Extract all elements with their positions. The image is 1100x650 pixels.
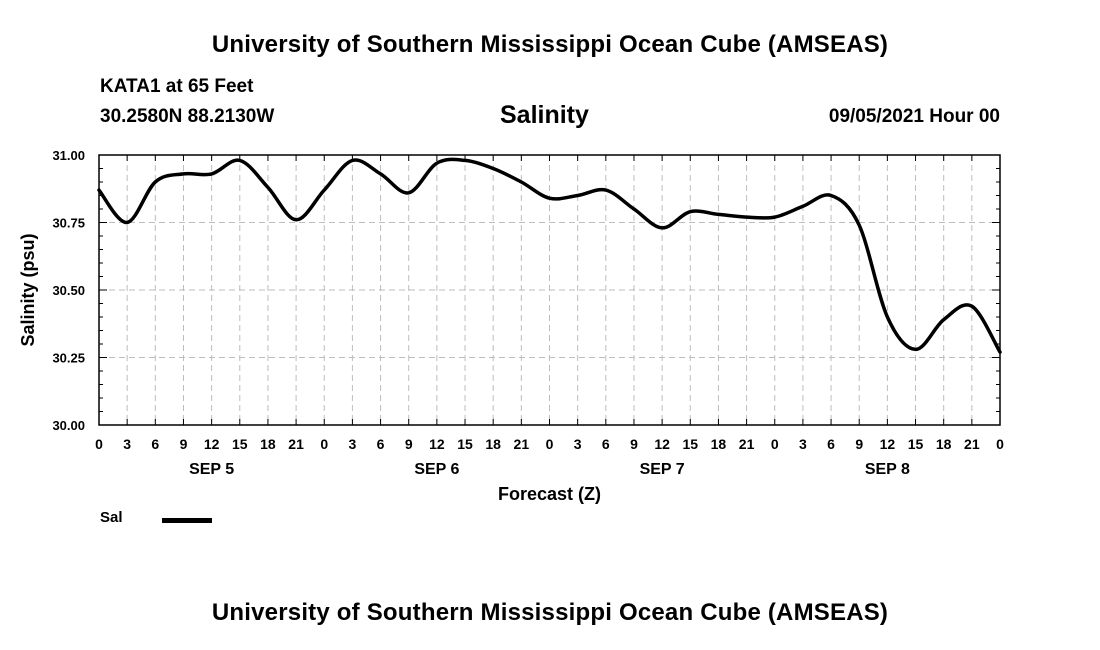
x-tick-label: 6 xyxy=(151,436,159,452)
day-label: SEP 7 xyxy=(640,461,685,478)
x-tick-label: 18 xyxy=(936,436,952,452)
x-tick-label: 12 xyxy=(204,436,220,452)
x-tick-label: 15 xyxy=(457,436,473,452)
plot-frame xyxy=(98,154,1001,426)
chart-title-bottom: University of Southern Mississippi Ocean… xyxy=(211,599,889,626)
x-tick-label: 21 xyxy=(514,436,530,452)
grid-layer xyxy=(99,155,1000,425)
x-tick-label: 15 xyxy=(232,436,248,452)
day-label: SEP 5 xyxy=(189,461,234,478)
x-tick-label: 9 xyxy=(405,436,413,452)
x-tick-label: 0 xyxy=(95,436,103,452)
day-label: SEP 8 xyxy=(865,461,910,478)
x-tick-label: 3 xyxy=(574,436,582,452)
x-tick-label: 21 xyxy=(288,436,304,452)
y-tick-label: 30.25 xyxy=(52,351,85,366)
x-tick-label: 3 xyxy=(123,436,131,452)
y-tick-label: 30.00 xyxy=(52,418,85,433)
x-tick-label: 3 xyxy=(799,436,807,452)
x-axis-title: Forecast (Z) xyxy=(498,484,601,504)
series-line-sal xyxy=(97,157,1002,354)
x-tick-label: 6 xyxy=(377,436,385,452)
station-name: KATA1 at 65 Feet xyxy=(100,76,254,97)
x-tick-label: 12 xyxy=(654,436,670,452)
day-label: SEP 6 xyxy=(414,461,459,478)
variable-title: Salinity xyxy=(500,101,589,129)
x-tick-label: 0 xyxy=(546,436,554,452)
x-tick-label: 0 xyxy=(320,436,328,452)
x-tick-label: 21 xyxy=(739,436,755,452)
forecast-time: 09/05/2021 Hour 00 xyxy=(828,106,1000,127)
x-tick-label: 6 xyxy=(827,436,835,452)
station-coordinates: 30.2580N 88.2130W xyxy=(100,106,275,127)
x-tick-label: 9 xyxy=(855,436,863,452)
x-tick-label: 12 xyxy=(429,436,445,452)
x-tick-label: 3 xyxy=(349,436,357,452)
legend-label: Sal xyxy=(100,509,123,526)
x-tick-label: 18 xyxy=(711,436,727,452)
x-tick-label: 18 xyxy=(260,436,276,452)
x-tick-label: 15 xyxy=(908,436,924,452)
x-tick-label: 6 xyxy=(602,436,610,452)
x-tick-label: 9 xyxy=(630,436,638,452)
x-tick-label: 9 xyxy=(180,436,188,452)
x-tick-label: 0 xyxy=(771,436,779,452)
line-layer xyxy=(97,157,1002,354)
y-tick-label: 30.50 xyxy=(52,283,85,298)
x-tick-label: 0 xyxy=(996,436,1004,452)
x-tick-label: 15 xyxy=(682,436,698,452)
x-tick-label: 21 xyxy=(964,436,980,452)
axis-layer xyxy=(98,154,1001,426)
y-tick-label: 30.75 xyxy=(52,216,85,231)
legend-swatch xyxy=(162,518,212,523)
y-tick-label: 31.00 xyxy=(52,148,85,163)
x-tick-label: 12 xyxy=(880,436,896,452)
y-axis-title: Salinity (psu) xyxy=(18,233,38,346)
chart-title-top: University of Southern Mississippi Ocean… xyxy=(211,31,889,58)
label-layer: 0 3 6 9 12 15 18 21 0 3 6 9 12 15 18 21 0 3 6 9 12 15 18 21 0 3 6 9… xyxy=(18,148,1004,504)
x-tick-label: 18 xyxy=(485,436,501,452)
